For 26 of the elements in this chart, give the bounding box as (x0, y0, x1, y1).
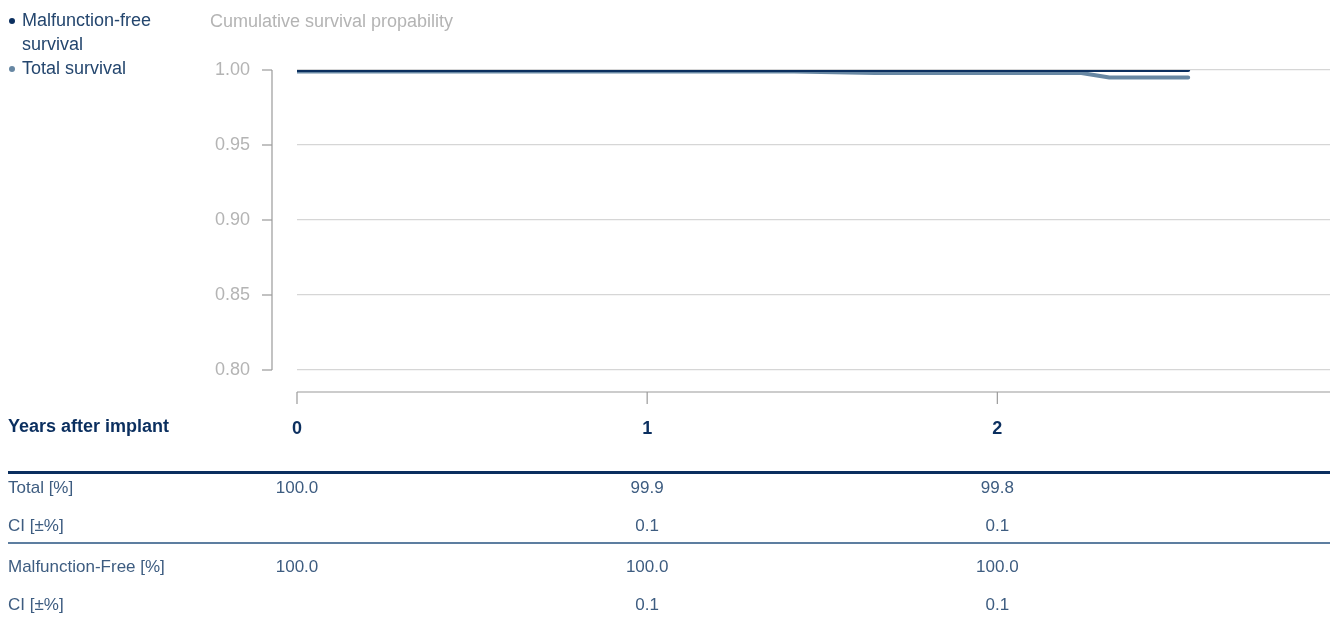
x-tick-label: 2 (992, 417, 1003, 438)
y-tick-label: 0.95 (214, 133, 250, 154)
text: CI [±%] (8, 595, 64, 615)
text: CI [±%] (8, 516, 64, 536)
text: 100.0 (625, 557, 669, 577)
y-tick-label: 0.90 (214, 208, 250, 229)
legend-label: Total survival (21, 57, 128, 80)
x-tick-label: 1 (642, 417, 653, 438)
text: 100.0 (275, 478, 319, 498)
text: 0.1 (635, 595, 659, 615)
text: 99.8 (980, 478, 1014, 498)
text: 0.1 (985, 595, 1010, 615)
text: Malfunction-Free [%] (8, 557, 165, 577)
y-tick-label: 0.85 (214, 283, 250, 304)
text: 100.0 (275, 557, 319, 577)
x-axis-title: Years after implant (8, 415, 170, 436)
text: 99.9 (630, 478, 664, 498)
legend-label: Malfunction-free survival (21, 9, 153, 56)
y-tick-label: 1.00 (214, 58, 250, 79)
text: Total [%] (8, 478, 74, 498)
text: 100.0 (976, 557, 1019, 577)
x-tick-label: 0 (291, 417, 303, 438)
y-axis-title: Cumulative survival propability (210, 10, 454, 31)
text: 0.1 (635, 516, 659, 536)
y-tick-label: 0.80 (214, 358, 250, 379)
text: 0.1 (985, 516, 1010, 536)
